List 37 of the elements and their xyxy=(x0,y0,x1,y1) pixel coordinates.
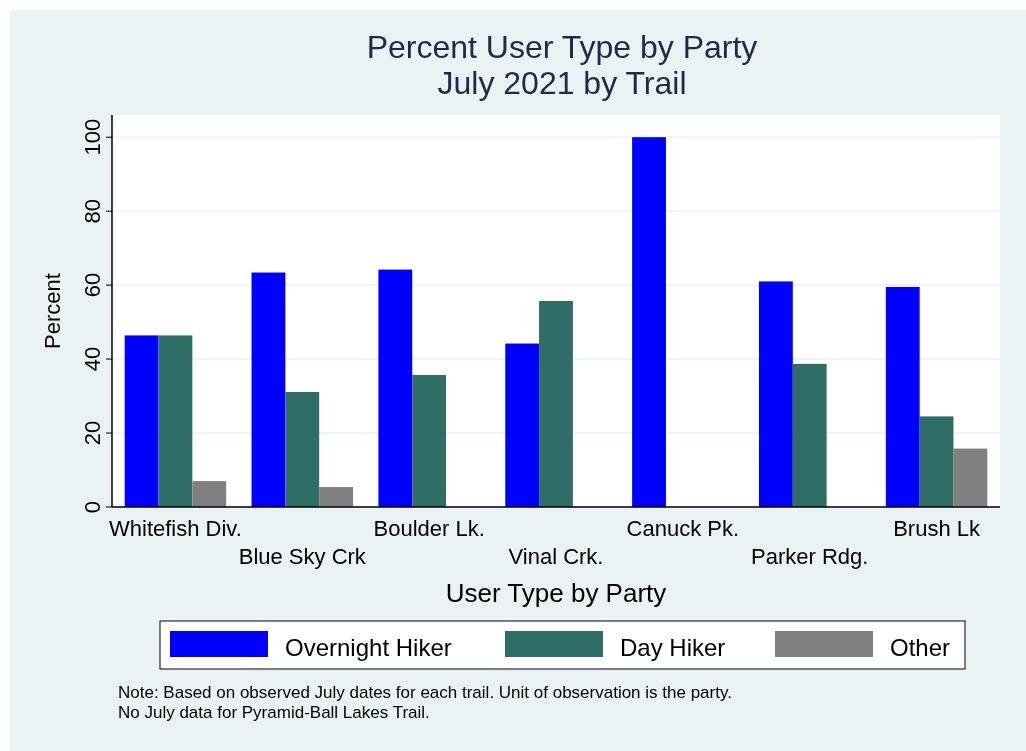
x-tick-label: Brush Lk xyxy=(893,516,981,541)
bar xyxy=(539,301,573,507)
chart-title: Percent User Type by Party July 2021 by Trail xyxy=(366,29,758,101)
y-axis-title: Percent xyxy=(40,273,65,349)
x-tick-label: Boulder Lk. xyxy=(373,516,485,541)
y-tick-label: 80 xyxy=(80,198,105,224)
legend-label: Day Hiker xyxy=(620,634,726,661)
bar xyxy=(319,487,354,507)
bar xyxy=(885,286,920,507)
x-tick-label: Blue Sky Crk xyxy=(238,544,367,569)
bar xyxy=(505,343,540,507)
y-tick-label: 40 xyxy=(80,346,105,372)
y-tick-label: 0 xyxy=(80,500,105,514)
bar xyxy=(792,363,827,507)
y-tick-label: 100 xyxy=(80,118,105,156)
x-tick-label: Parker Rdg. xyxy=(751,544,869,569)
bar xyxy=(632,137,666,507)
bar xyxy=(412,374,447,507)
x-axis-title: User Type by Party xyxy=(445,578,667,608)
legend-label: Overnight Hiker xyxy=(285,634,452,661)
x-tick-label: Vinal Crk. xyxy=(508,544,604,569)
x-tick-label: Whitefish Div. xyxy=(109,516,242,541)
text: No July data for Pyramid-Ball Lakes Trail. xyxy=(118,703,430,722)
bar xyxy=(953,448,988,507)
bar xyxy=(251,272,286,507)
x-tick-label: Canuck Pk. xyxy=(626,516,740,541)
bar xyxy=(124,335,159,507)
bar xyxy=(192,481,227,507)
text: Note: Based on observed July dates for each trail. Unit of observation is the party. xyxy=(118,683,732,702)
bar xyxy=(158,335,193,507)
y-tick-label: 20 xyxy=(80,420,105,446)
bar xyxy=(919,416,954,507)
legend-label: Other xyxy=(890,634,951,661)
y-tick-label: 60 xyxy=(80,272,105,298)
bar xyxy=(285,391,320,507)
bar xyxy=(758,281,793,507)
bar xyxy=(378,269,413,507)
